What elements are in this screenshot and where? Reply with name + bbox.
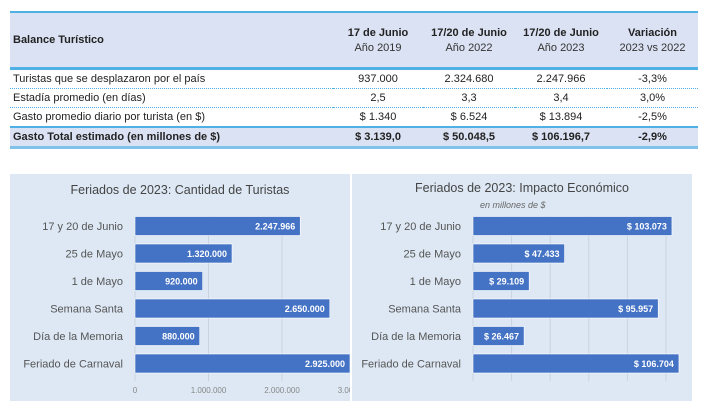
chart-title: Feriados de 2023: Impacto Económico [414, 181, 629, 195]
bar [134, 326, 200, 346]
data-label: $ 106.704 [634, 359, 674, 369]
data-label: $ 47.433 [524, 249, 559, 259]
category-label: 1 de Mayo [410, 276, 461, 288]
cell-value: 2,5 [333, 88, 423, 108]
chart-panel-tourists: Feriados de 2023: Cantidad de Turistas 1… [10, 174, 350, 401]
x-tick-label: 1.000.000 [191, 386, 227, 395]
cell-value: $ 13.894 [515, 107, 607, 128]
data-label: $ 26.467 [484, 332, 519, 342]
data-label: 920.000 [165, 277, 198, 287]
row-label: Gasto Total estimado (en millones de $) [10, 126, 333, 149]
chart-title: Feriados de 2023: Cantidad de Turistas [70, 183, 290, 197]
data-label: $ 95.957 [618, 304, 653, 314]
bar [472, 271, 530, 291]
bar [134, 243, 233, 264]
category-label: Día de la Memoria [371, 331, 462, 343]
balance-table: Balance Turístico 17 de Junio Año 2019 17… [10, 11, 698, 149]
data-label: 2.925.000 [305, 359, 345, 369]
category-label: Día de la Memoria [33, 331, 124, 343]
category-label: Semana Santa [388, 304, 462, 316]
col-sub: Año 2023 [537, 41, 585, 54]
cell-value: 2.247.966 [515, 68, 607, 89]
bar [472, 326, 525, 346]
data-label: 880.000 [162, 332, 195, 342]
col-title: 17/20 de Junio [431, 26, 507, 39]
data-label: 1.320.000 [187, 249, 227, 259]
col-header-2022: 17/20 de Junio Año 2022 [423, 11, 515, 70]
cell-value: $ 50.048,5 [423, 126, 515, 149]
bar [134, 353, 350, 374]
data-label: $ 29.109 [489, 277, 524, 287]
data-label: 2.247.966 [255, 222, 295, 232]
row-label: Estadía promedio (en días) [10, 88, 333, 108]
col-header-2019: 17 de Junio Año 2019 [333, 11, 423, 70]
bar [134, 216, 301, 236]
cell-value: $ 1.340 [333, 107, 423, 128]
x-tick-label: 0 [133, 386, 138, 395]
table-total-row: Gasto Total estimado (en millones de $) $… [10, 126, 698, 149]
cell-value: -2,9% [607, 126, 698, 149]
col-title: 17/20 de Junio [523, 26, 599, 39]
category-label: 17 y 20 de Junio [380, 221, 461, 233]
category-label: 17 y 20 de Junio [42, 221, 123, 233]
col-sub: Año 2022 [445, 41, 493, 54]
cell-value: -3,3% [607, 68, 698, 89]
col-header-variation: Variación 2023 vs 2022 [607, 11, 698, 70]
table-row: Estadía promedio (en días) 2,5 3,3 3,4 3,0% [10, 88, 698, 108]
row-label: Gasto promedio diario por turista (en $) [10, 107, 333, 128]
data-label: $ 103.073 [627, 222, 667, 232]
bar [472, 353, 680, 374]
category-label: 25 de Mayo [404, 249, 461, 261]
col-title: Variación [628, 26, 677, 39]
table-header-label: Balance Turístico [10, 11, 333, 70]
chart-tourists: 17 y 20 de Junio 2.247.966 25 de Mayo 1.320… [23, 216, 350, 395]
chart-subtitle: en millones de $ [480, 200, 546, 210]
cell-value: 3,4 [515, 88, 607, 108]
x-tick-label: 2.000.000 [264, 386, 300, 395]
cell-value: 3,3 [423, 88, 515, 108]
cell-value: $ 3.139,0 [333, 126, 423, 149]
bar [134, 298, 331, 319]
category-label: Feriado de Carnaval [23, 359, 123, 371]
category-label: 25 de Mayo [66, 249, 123, 261]
cell-value: $ 6.524 [423, 107, 515, 128]
cell-value: 937.000 [333, 68, 423, 89]
x-tick-label: 3.000.000 [338, 386, 350, 395]
chart-economic: 17 y 20 de Junio $ 103.073 25 de Mayo $ 47.… [361, 216, 680, 381]
cell-value: -2,5% [607, 107, 698, 128]
category-label: 1 de Mayo [72, 276, 123, 288]
table-row: Gasto promedio diario por turista (en $)… [10, 107, 698, 128]
cell-value: 2.324.680 [423, 68, 515, 89]
category-label: Semana Santa [50, 304, 124, 316]
bar [472, 298, 659, 319]
row-label: Turistas que se desplazaron por el país [10, 68, 333, 89]
chart-panel-economic: Feriados de 2023: Impacto Económico en m… [352, 174, 692, 401]
cell-value: 3,0% [607, 88, 698, 108]
bar [472, 216, 673, 236]
cell-value: $ 106.196,7 [515, 126, 607, 149]
col-header-2023: 17/20 de Junio Año 2023 [515, 11, 607, 70]
table-row: Turistas que se desplazaron por el país 9… [10, 68, 698, 89]
col-title: 17 de Junio [347, 26, 409, 39]
bar [472, 243, 565, 264]
bar [134, 271, 203, 291]
col-sub: Año 2019 [354, 41, 402, 54]
data-label: 2.650.000 [285, 304, 325, 314]
table-header-row: Balance Turístico 17 de Junio Año 2019 17… [10, 11, 698, 70]
category-label: Feriado de Carnaval [361, 359, 461, 371]
col-sub: 2023 vs 2022 [619, 41, 686, 54]
